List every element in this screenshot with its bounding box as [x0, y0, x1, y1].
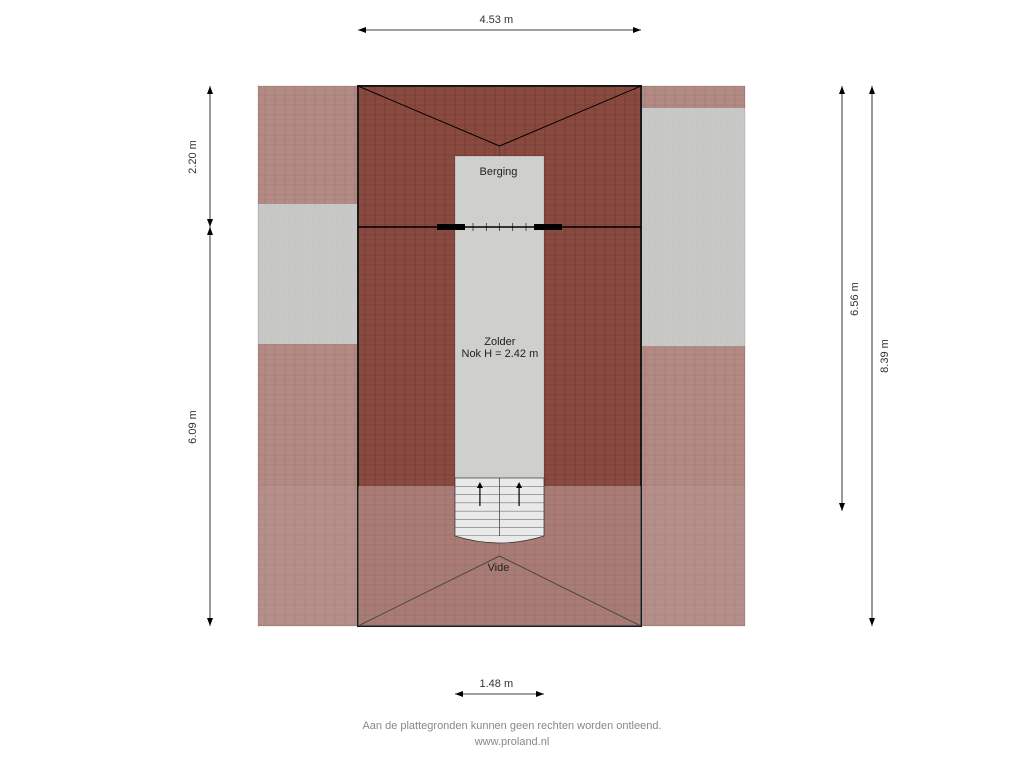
- room-label-vide: Vide: [488, 562, 510, 574]
- dimension-top: 4.53 m: [480, 14, 514, 26]
- dimension-right-outer: 8.39 m: [879, 339, 891, 373]
- room-label-zolder: Zolder Nok H = 2.42 m: [462, 336, 539, 360]
- floorplan-stage: 4.53 m 1.48 m 2.20 m 6.09 m 6.56 m 8.39 …: [0, 0, 1024, 768]
- footer: Aan de plattegronden kunnen geen rechten…: [0, 719, 1024, 750]
- dimension-left-lower: 6.09 m: [187, 410, 199, 444]
- dimension-bottom: 1.48 m: [480, 678, 514, 690]
- dimension-right-inner: 6.56 m: [849, 282, 861, 316]
- dimension-left-upper: 2.20 m: [187, 140, 199, 174]
- footer-disclaimer: Aan de plattegronden kunnen geen rechten…: [0, 719, 1024, 734]
- footer-url: www.proland.nl: [0, 735, 1024, 750]
- floorplan-svg: [0, 0, 1024, 768]
- room-label-berging: Berging: [480, 166, 518, 178]
- room-label-zolder-name: Zolder: [462, 336, 539, 348]
- room-label-zolder-height: Nok H = 2.42 m: [462, 348, 539, 360]
